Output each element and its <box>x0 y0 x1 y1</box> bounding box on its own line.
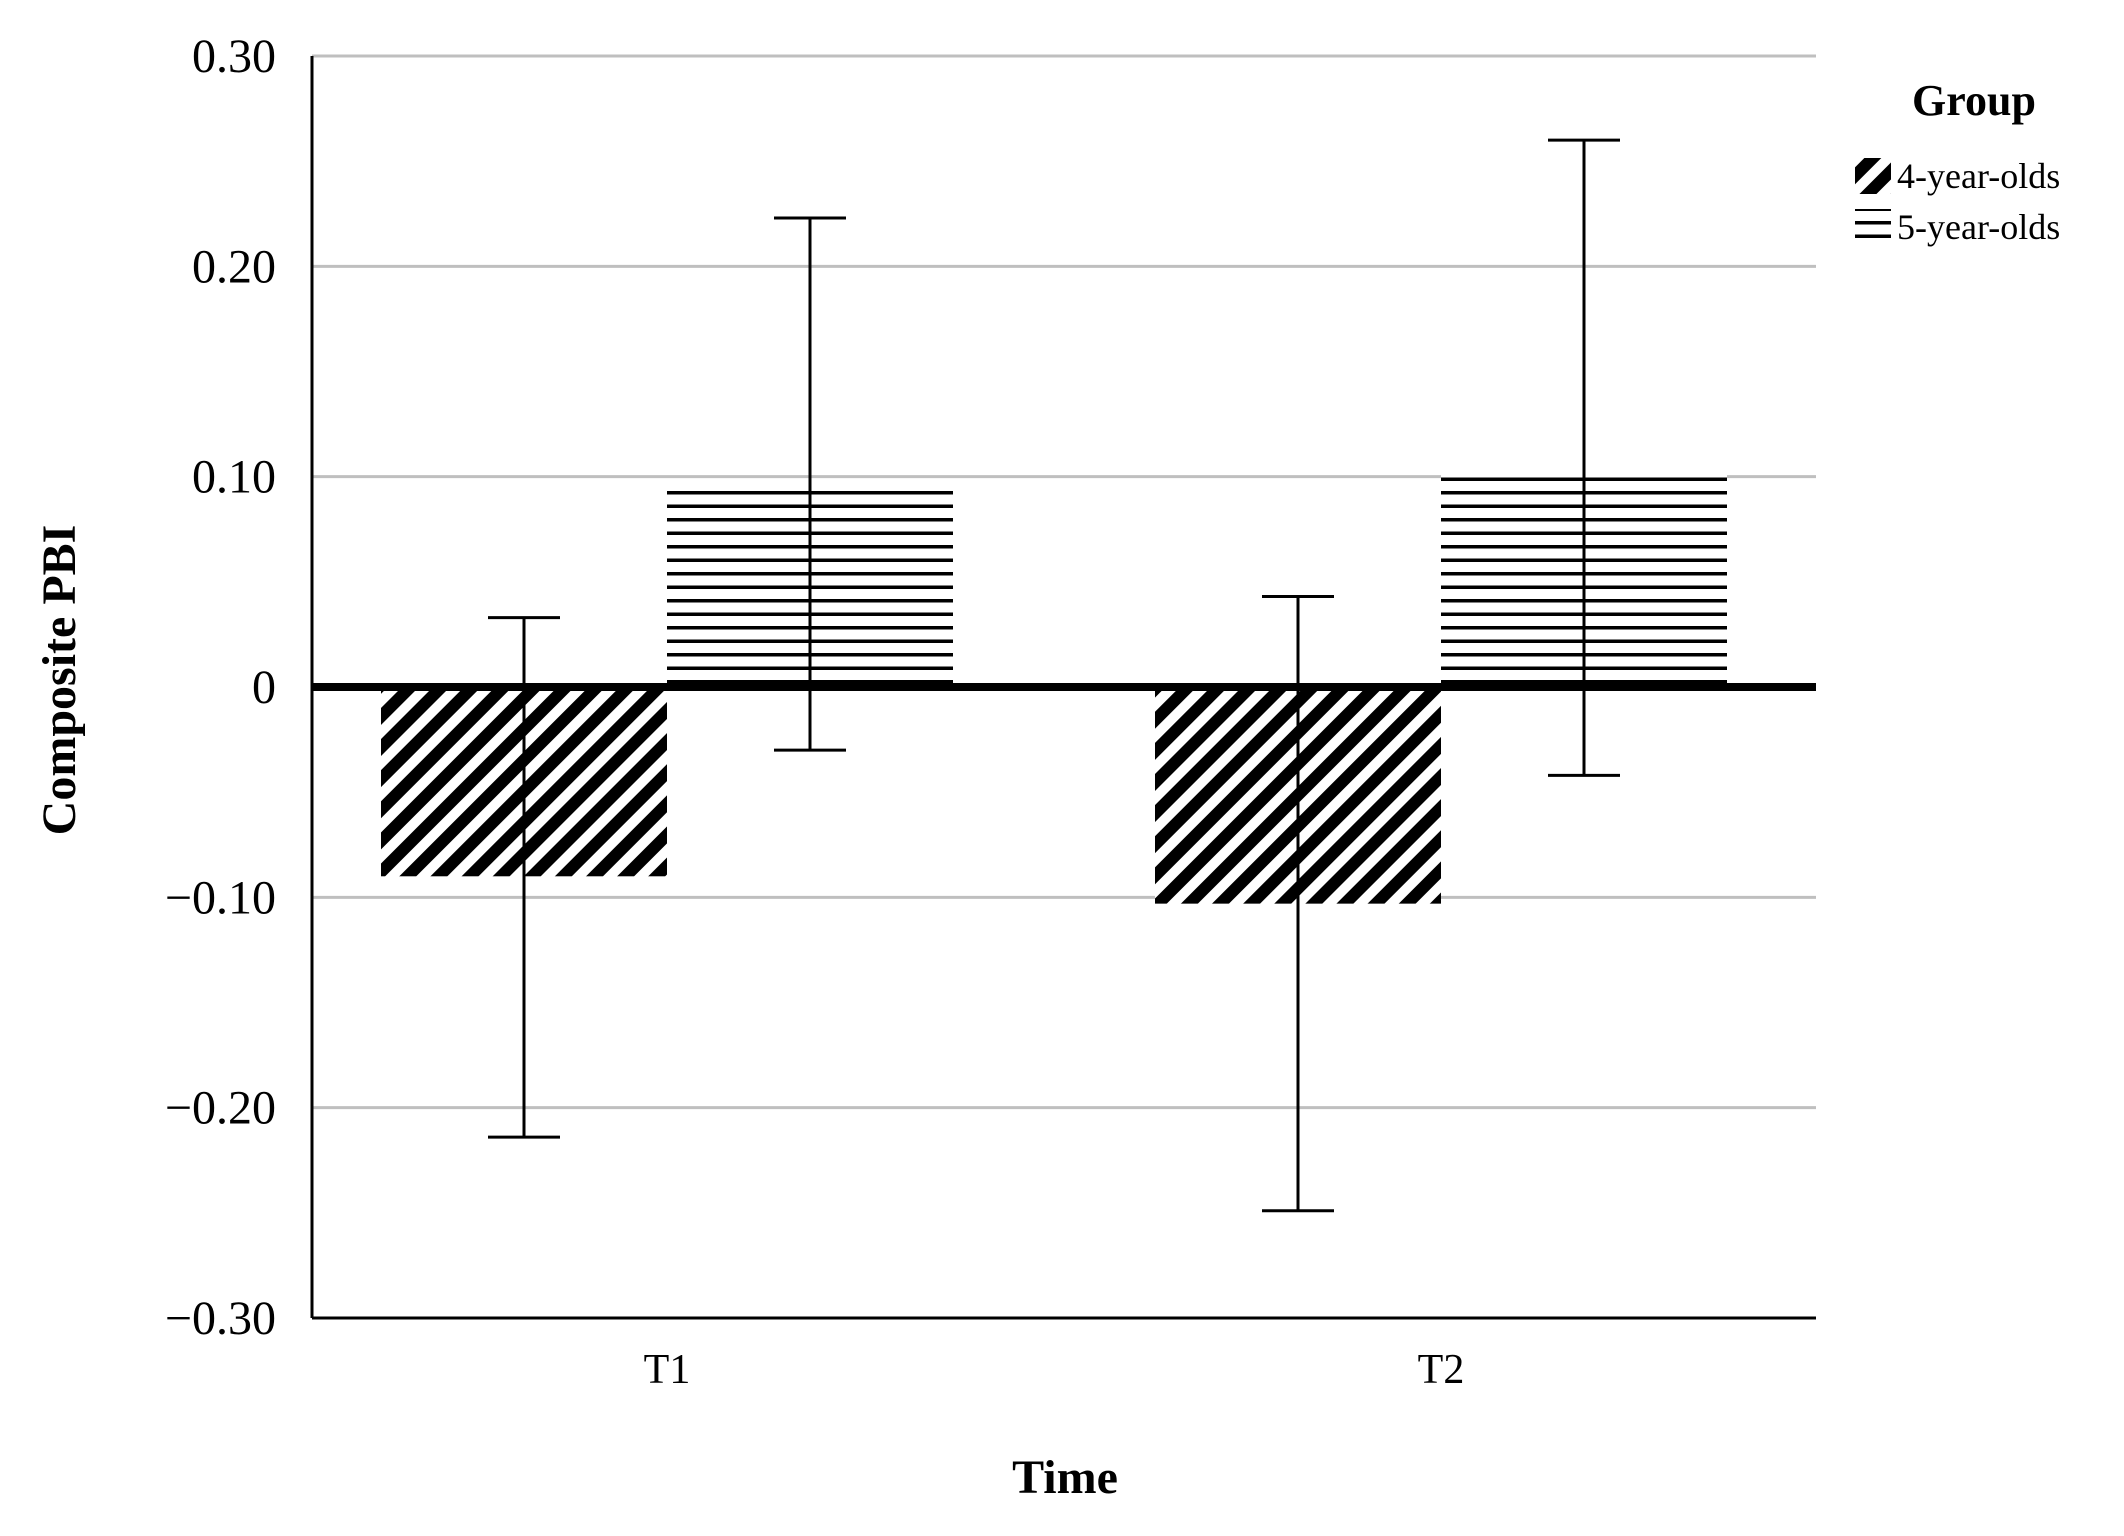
y-axis-title: Composite PBI <box>33 525 86 836</box>
x-axis-title: Time <box>1012 1451 1118 1504</box>
legend: Group 4-year-olds 5-year-olds <box>1855 76 2060 247</box>
y-tick-label: 0 <box>252 661 276 714</box>
y-tick-label: 0.30 <box>192 30 276 83</box>
y-tick-labels: 0.30 0.20 0.10 0 −0.10 −0.20 −0.30 <box>165 30 276 1345</box>
y-tick-label: −0.30 <box>165 1292 276 1345</box>
x-tick-label: T1 <box>644 1347 691 1393</box>
y-tick-label: −0.10 <box>165 871 276 924</box>
legend-item: 5-year-olds <box>1855 207 2060 247</box>
x-tick-labels: T1 T2 <box>644 1347 1465 1393</box>
legend-item: 4-year-olds <box>1855 156 2060 196</box>
error-bars <box>488 138 1620 1213</box>
y-tick-label: −0.20 <box>165 1082 276 1135</box>
gridlines <box>312 54 1816 1110</box>
legend-label: 4-year-olds <box>1897 156 2060 196</box>
legend-swatch <box>1855 158 1891 194</box>
y-tick-label: 0.20 <box>192 240 276 293</box>
legend-label: 5-year-olds <box>1897 207 2060 247</box>
axes <box>310 56 1816 1320</box>
legend-title: Group <box>1912 76 2036 125</box>
y-tick-label: 0.10 <box>192 451 276 504</box>
legend-swatch <box>1855 209 1891 245</box>
x-tick-label: T2 <box>1418 1347 1465 1393</box>
